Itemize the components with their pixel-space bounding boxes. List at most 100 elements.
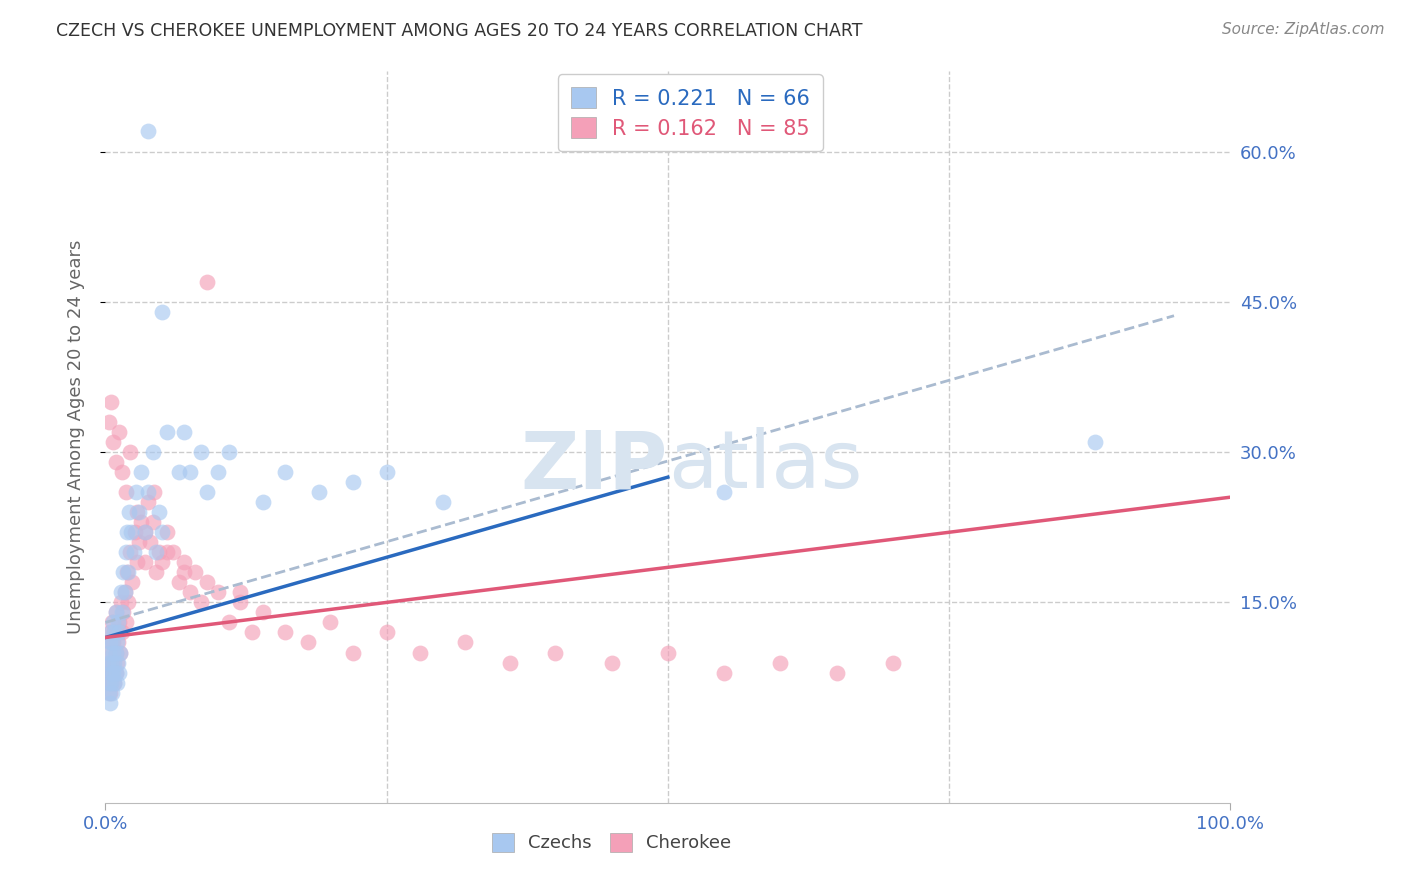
Point — [111, 465, 134, 479]
Point — [108, 646, 131, 660]
Point — [156, 545, 179, 559]
Point — [125, 485, 148, 500]
Point — [97, 656, 120, 670]
Point — [136, 485, 159, 500]
Point — [103, 625, 125, 640]
Point — [120, 445, 142, 459]
Point — [100, 675, 122, 690]
Point — [101, 685, 124, 699]
Point — [156, 425, 179, 439]
Point — [173, 425, 195, 439]
Point — [319, 615, 342, 630]
Point — [115, 525, 138, 540]
Point — [100, 656, 122, 670]
Point — [136, 495, 159, 509]
Point — [104, 665, 127, 680]
Point — [117, 566, 139, 580]
Text: CZECH VS CHEROKEE UNEMPLOYMENT AMONG AGES 20 TO 24 YEARS CORRELATION CHART: CZECH VS CHEROKEE UNEMPLOYMENT AMONG AGE… — [56, 22, 863, 40]
Point — [375, 625, 398, 640]
Point — [218, 615, 240, 630]
Point — [184, 566, 207, 580]
Point — [104, 455, 127, 469]
Point — [125, 505, 148, 519]
Point — [111, 625, 134, 640]
Point — [148, 545, 170, 559]
Point — [100, 395, 122, 409]
Point — [114, 545, 136, 559]
Point — [657, 646, 679, 660]
Point — [274, 465, 297, 479]
Point — [108, 665, 131, 680]
Point — [162, 545, 184, 559]
Point — [114, 615, 136, 630]
Point — [142, 485, 165, 500]
Point — [375, 465, 398, 479]
Point — [97, 646, 120, 660]
Point — [101, 615, 124, 630]
Point — [103, 665, 125, 680]
Point — [103, 656, 125, 670]
Point — [136, 124, 159, 138]
Point — [104, 665, 127, 680]
Point — [110, 595, 132, 609]
Point — [454, 635, 477, 649]
Point — [103, 635, 125, 649]
Point — [112, 606, 135, 620]
Point — [1084, 435, 1107, 450]
Point — [125, 555, 148, 569]
Point — [179, 465, 201, 479]
Point — [105, 656, 128, 670]
Text: Source: ZipAtlas.com: Source: ZipAtlas.com — [1222, 22, 1385, 37]
Point — [148, 505, 170, 519]
Point — [103, 675, 125, 690]
Point — [134, 525, 156, 540]
Point — [105, 625, 128, 640]
Point — [409, 646, 432, 660]
Point — [103, 625, 125, 640]
Point — [274, 625, 297, 640]
Point — [297, 635, 319, 649]
Point — [142, 445, 165, 459]
Point — [103, 435, 125, 450]
Point — [105, 635, 128, 649]
Point — [150, 525, 173, 540]
Point — [145, 545, 167, 559]
Point — [121, 575, 143, 590]
Point — [107, 615, 129, 630]
Point — [98, 685, 121, 699]
Point — [105, 675, 128, 690]
Point — [107, 656, 129, 670]
Point — [101, 635, 124, 649]
Point — [825, 665, 848, 680]
Point — [97, 675, 120, 690]
Point — [218, 445, 240, 459]
Point — [713, 665, 735, 680]
Point — [882, 656, 904, 670]
Point — [118, 505, 141, 519]
Point — [167, 465, 190, 479]
Point — [432, 495, 454, 509]
Point — [156, 525, 179, 540]
Point — [142, 515, 165, 529]
Point — [207, 465, 229, 479]
Point — [114, 485, 136, 500]
Point — [97, 646, 120, 660]
Point — [124, 525, 146, 540]
Point — [308, 485, 330, 500]
Point — [342, 646, 364, 660]
Point — [103, 646, 125, 660]
Point — [104, 646, 127, 660]
Point — [139, 535, 162, 549]
Point — [108, 425, 131, 439]
Point — [101, 665, 124, 680]
Point — [150, 555, 173, 569]
Point — [122, 545, 145, 559]
Legend: Czechs, Cherokee: Czechs, Cherokee — [485, 826, 738, 860]
Point — [190, 445, 212, 459]
Text: ZIP: ZIP — [520, 427, 668, 506]
Point — [544, 646, 567, 660]
Point — [120, 545, 142, 559]
Point — [134, 525, 156, 540]
Point — [499, 656, 522, 670]
Point — [103, 615, 125, 630]
